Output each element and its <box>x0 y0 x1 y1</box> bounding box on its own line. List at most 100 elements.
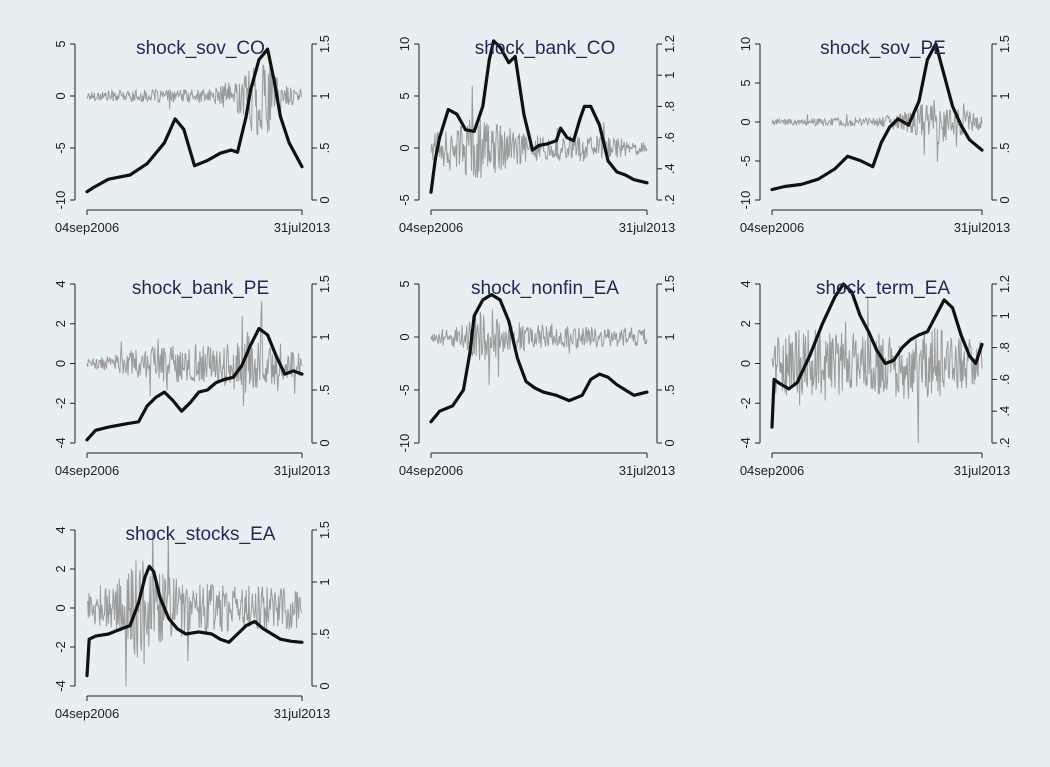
left-axis-tick-label: 0 <box>53 604 68 611</box>
x-axis-tick-label: 04sep2006 <box>399 220 463 235</box>
noise-series-line <box>771 99 983 162</box>
right-axis-tick-label: 1 <box>662 333 677 340</box>
panel-title: shock_bank_PE <box>132 278 269 299</box>
right-axis-tick-label: 1.5 <box>317 521 332 539</box>
right-axis-tick-label: .8 <box>662 101 677 112</box>
panel-title: shock_term_EA <box>816 278 950 299</box>
panel-title: shock_stocks_EA <box>126 524 276 545</box>
left-axis-tick-label: -5 <box>397 194 412 206</box>
right-axis-tick-label: 1 <box>997 312 1012 319</box>
panel-shock-stocks-EA: -4 -2 0 2 4 0 .5 1 1.5 04sep2006 31jul2013 shock_st… <box>53 521 332 721</box>
left-axis-tick-label: 5 <box>738 79 753 86</box>
right-axis-tick-label: 1.5 <box>997 35 1012 53</box>
left-axis-tick-label: -5 <box>738 155 753 167</box>
right-axis-tick-label: 0 <box>662 439 677 446</box>
left-axis-tick-label: -4 <box>738 437 753 449</box>
x-axis-tick-label: 31jul2013 <box>954 463 1010 478</box>
right-axis-tick-label: 1.5 <box>317 275 332 293</box>
panel-shock-nonfin-EA: -10 -5 0 5 0 .5 1 1.5 04sep2006 31jul2013 shock_no… <box>397 275 677 478</box>
right-axis-tick-label: .4 <box>662 163 677 174</box>
ratio-series-line <box>429 39 649 194</box>
right-axis-tick-label: 0 <box>317 196 332 203</box>
right-axis-tick-label: 1 <box>317 578 332 585</box>
right-axis-tick-label: .2 <box>662 195 677 206</box>
right-axis-tick-label: 1.2 <box>997 275 1012 293</box>
x-axis-tick-label: 31jul2013 <box>274 463 330 478</box>
ratio-series-line <box>85 326 304 442</box>
left-axis-tick-label: 10 <box>397 37 412 51</box>
ratio-series-line <box>770 42 984 192</box>
right-axis-tick-label: .6 <box>662 132 677 143</box>
x-axis-tick-label: 04sep2006 <box>55 220 119 235</box>
left-axis-tick-label: -5 <box>53 142 68 154</box>
left-axis-tick-label: -5 <box>397 384 412 396</box>
right-axis-tick-label: 1 <box>317 333 332 340</box>
ratio-series-line <box>85 47 304 194</box>
x-axis-tick-label: 04sep2006 <box>740 220 804 235</box>
right-axis-tick-label: 1 <box>317 92 332 99</box>
panel-title: shock_bank_CO <box>475 38 615 59</box>
right-axis-tick-label: 1.5 <box>662 275 677 293</box>
right-axis-tick-label: 1.5 <box>317 35 332 53</box>
left-axis-tick-label: 0 <box>738 118 753 125</box>
x-axis-tick-label: 31jul2013 <box>619 220 675 235</box>
noise-series-line <box>86 529 303 687</box>
left-axis-tick-label: 2 <box>53 320 68 327</box>
left-axis-tick-label: 0 <box>53 360 68 367</box>
left-axis-tick-label: -2 <box>53 641 68 653</box>
x-axis-tick-label: 04sep2006 <box>740 463 804 478</box>
right-axis-tick-label: .5 <box>662 385 677 396</box>
left-axis-tick-label: -10 <box>738 191 753 210</box>
noise-series-line <box>86 301 303 407</box>
panel-shock-sov-CO: -10 -5 0 5 0 .5 1 1.5 04sep2006 31jul2013 shock_so… <box>53 35 332 235</box>
noise-series-line <box>86 64 303 135</box>
right-axis-tick-label: 1.2 <box>662 35 677 53</box>
right-axis-tick-label: .5 <box>317 143 332 154</box>
panel-title: shock_sov_CO <box>136 38 265 59</box>
right-axis-tick-label: .8 <box>997 342 1012 353</box>
left-axis-tick-label: 4 <box>53 280 68 287</box>
right-axis-tick-label: 0 <box>317 682 332 689</box>
x-axis-tick-label: 04sep2006 <box>55 706 119 721</box>
left-axis-tick-label: -10 <box>53 191 68 210</box>
x-axis-tick-label: 04sep2006 <box>55 463 119 478</box>
ratio-series-line <box>429 293 649 424</box>
panel-shock-bank-PE: -4 -2 0 2 4 0 .5 1 1.5 04sep2006 31jul2013 shock_ba… <box>53 275 332 478</box>
left-axis-tick-label: 5 <box>53 40 68 47</box>
panel-shock-bank-CO: -5 0 5 10 .2 .4 .6 .8 1 1.2 04sep2006 31jul2013 shoc… <box>397 35 677 235</box>
right-axis-tick-label: 1 <box>662 72 677 79</box>
left-axis-tick-label: 0 <box>397 333 412 340</box>
panel-shock-term-EA: -4 -2 0 2 4 .2 .4 .6 .8 1 1.2 04sep2006 31jul2013 sho… <box>738 275 1012 478</box>
x-axis-tick-label: 31jul2013 <box>619 463 675 478</box>
left-axis-tick-label: 5 <box>397 280 412 287</box>
x-axis-tick-label: 31jul2013 <box>274 706 330 721</box>
right-axis-tick-label: 1 <box>997 92 1012 99</box>
left-axis-tick-label: -4 <box>53 437 68 449</box>
noise-series-line <box>771 296 983 444</box>
ratio-series-line <box>85 564 304 678</box>
ratio-series-line <box>770 282 984 429</box>
left-axis-tick-label: -2 <box>53 397 68 409</box>
right-axis-tick-label: 0 <box>997 196 1012 203</box>
right-axis-tick-label: .5 <box>997 143 1012 154</box>
left-axis-tick-label: -10 <box>397 434 412 453</box>
noise-series-line <box>430 85 648 178</box>
left-axis-tick-label: 5 <box>397 92 412 99</box>
left-axis-tick-label: 0 <box>738 360 753 367</box>
left-axis-tick-label: 2 <box>738 320 753 327</box>
left-axis-tick-label: 4 <box>738 280 753 287</box>
noise-series-line <box>430 309 648 386</box>
x-axis-tick-label: 31jul2013 <box>274 220 330 235</box>
x-axis-tick-label: 04sep2006 <box>399 463 463 478</box>
right-axis-tick-label: 0 <box>317 439 332 446</box>
right-axis-tick-label: .6 <box>997 374 1012 385</box>
left-axis-tick-label: 0 <box>397 144 412 151</box>
left-axis-tick-label: 2 <box>53 565 68 572</box>
panel-title: shock_sov_PE <box>820 38 946 59</box>
left-axis-tick-label: 0 <box>53 92 68 99</box>
panel-shock-sov-PE: -10 -5 0 5 10 0 .5 1 1.5 04sep2006 31jul2013 shock_… <box>738 35 1012 235</box>
x-axis-tick-label: 31jul2013 <box>954 220 1010 235</box>
right-axis-tick-label: .4 <box>997 406 1012 417</box>
